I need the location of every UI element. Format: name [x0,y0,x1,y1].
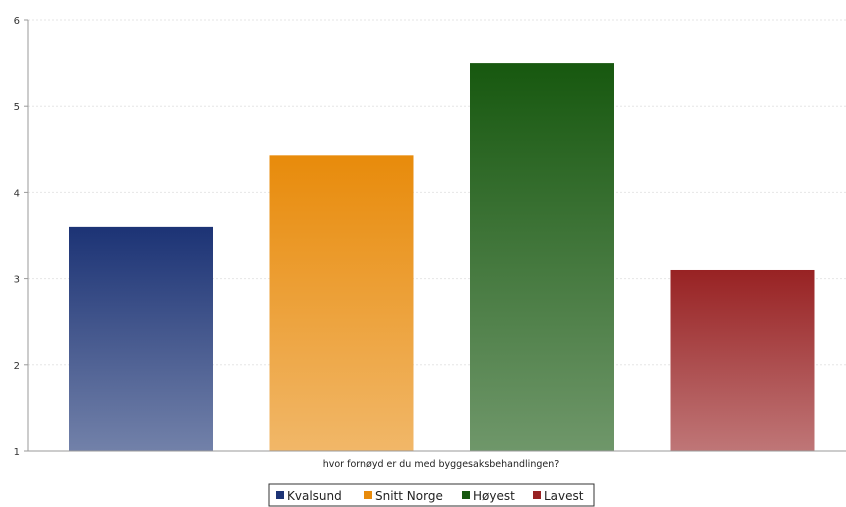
y-tick-label: 3 [14,275,20,286]
legend-label: Snitt Norge [375,489,443,503]
y-tick-label: 6 [14,16,20,27]
x-axis-label: hvor fornøyd er du med byggesaksbehandli… [323,459,560,470]
bar-kvalsund [69,226,213,451]
bar-hoyest [470,63,614,451]
legend-label: Høyest [473,489,515,503]
bar-snitt-norge [269,155,414,452]
y-tick-label: 2 [14,361,20,372]
legend-swatch [533,491,541,499]
legend-label: Kvalsund [287,489,342,503]
y-tick-label: 1 [14,447,20,458]
legend-box [268,483,595,507]
legend-swatch [276,491,284,499]
legend-swatch [364,491,372,499]
bar-lavest [670,269,815,451]
y-axis-ticks: 1 2 3 4 5 6 [14,16,28,458]
bars [69,63,815,452]
legend-label: Lavest [544,489,584,503]
legend: Kvalsund Snitt Norge Høyest Lavest [268,483,595,507]
y-tick-label: 4 [14,188,20,199]
legend-swatch [462,491,470,499]
y-tick-label: 5 [14,102,20,113]
